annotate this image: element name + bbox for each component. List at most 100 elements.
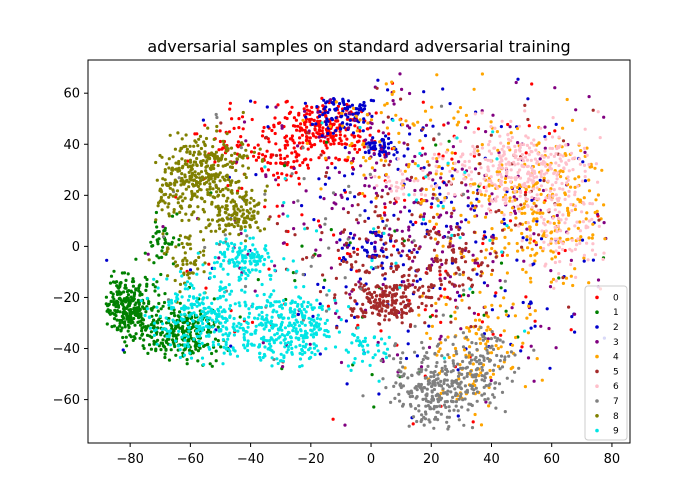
point-class-5	[376, 225, 380, 229]
point-class-2	[490, 308, 494, 312]
point-class-8	[211, 187, 215, 191]
point-class-2	[464, 218, 468, 222]
point-class-5	[321, 273, 325, 277]
point-class-8	[198, 187, 202, 191]
chart-title: adversarial samples on standard adversar…	[147, 37, 570, 56]
point-class-6	[467, 173, 471, 177]
point-class-5	[490, 268, 495, 272]
point-class-0	[310, 105, 314, 109]
point-class-5	[416, 268, 421, 272]
point-class-9	[209, 308, 213, 313]
point-class-0	[421, 100, 425, 104]
point-class-3	[280, 124, 284, 128]
point-class-3	[347, 126, 351, 130]
point-class-2	[472, 208, 476, 212]
point-class-1	[109, 274, 114, 278]
point-class-3	[532, 232, 536, 236]
point-class-1	[151, 244, 155, 248]
point-class-8	[173, 278, 177, 283]
point-class-9	[303, 329, 307, 333]
point-class-9	[232, 264, 236, 268]
point-class-1	[156, 309, 160, 313]
point-class-6	[582, 163, 587, 167]
point-class-9	[219, 321, 223, 325]
point-class-9	[458, 236, 462, 240]
point-class-8	[164, 192, 168, 196]
point-class-9	[316, 349, 320, 353]
point-class-9	[315, 298, 319, 302]
point-class-2	[455, 222, 459, 226]
point-class-9	[266, 251, 270, 255]
point-class-6	[563, 197, 567, 201]
point-class-4	[504, 176, 508, 181]
point-class-8	[186, 165, 190, 169]
point-class-1	[115, 326, 119, 330]
point-class-9	[202, 363, 206, 367]
point-class-7	[445, 378, 449, 382]
point-class-7	[426, 364, 430, 368]
point-class-5	[427, 264, 431, 268]
point-class-8	[183, 256, 187, 260]
point-class-9	[197, 327, 201, 331]
point-class-7	[426, 400, 430, 404]
point-class-8	[230, 161, 235, 166]
point-class-6	[480, 111, 484, 115]
point-class-9	[215, 260, 219, 264]
point-class-1	[132, 309, 136, 314]
point-class-9	[309, 317, 313, 321]
point-class-6	[416, 179, 420, 183]
point-class-7	[441, 387, 445, 391]
point-class-8	[243, 172, 247, 176]
point-class-6	[557, 272, 561, 276]
point-class-8	[166, 247, 170, 251]
point-class-3	[329, 98, 333, 102]
point-class-6	[489, 125, 493, 129]
point-class-9	[228, 304, 232, 308]
point-class-8	[193, 160, 198, 164]
point-class-9	[224, 342, 228, 347]
point-class-5	[378, 298, 382, 302]
point-class-4	[444, 302, 448, 307]
point-class-9	[243, 290, 247, 294]
point-class-5	[356, 203, 360, 207]
point-class-9	[200, 356, 205, 360]
point-class-5	[381, 273, 385, 277]
point-class-8	[226, 188, 230, 192]
point-class-9	[195, 296, 199, 300]
point-class-2	[326, 131, 330, 136]
point-class-3	[314, 248, 318, 252]
point-class-9	[173, 292, 178, 296]
point-class-5	[383, 272, 387, 276]
point-class-0	[317, 128, 322, 132]
point-class-2	[265, 105, 269, 109]
point-class-6	[509, 139, 513, 143]
point-class-5	[377, 309, 381, 313]
point-class-6	[549, 152, 553, 156]
point-class-9	[243, 229, 247, 233]
point-class-8	[228, 165, 233, 169]
point-class-7	[439, 384, 444, 388]
point-class-5	[414, 274, 418, 278]
point-class-8	[246, 166, 250, 170]
point-class-4	[539, 246, 543, 250]
point-class-6	[558, 260, 562, 264]
point-class-0	[294, 171, 298, 175]
point-class-0	[305, 135, 309, 139]
point-class-8	[206, 172, 211, 176]
point-class-7	[464, 355, 468, 359]
point-class-4	[491, 372, 495, 376]
point-class-8	[204, 136, 209, 141]
point-class-5	[389, 236, 393, 240]
point-class-8	[158, 189, 162, 193]
point-class-4	[596, 193, 601, 197]
point-class-3	[440, 262, 444, 267]
point-class-4	[549, 280, 554, 284]
point-class-8	[234, 221, 238, 225]
point-class-9	[177, 329, 181, 333]
point-class-6	[547, 243, 551, 247]
point-class-2	[415, 279, 419, 283]
point-class-9	[242, 335, 246, 340]
point-class-7	[451, 395, 455, 399]
point-class-6	[583, 169, 587, 173]
point-class-4	[549, 231, 553, 235]
